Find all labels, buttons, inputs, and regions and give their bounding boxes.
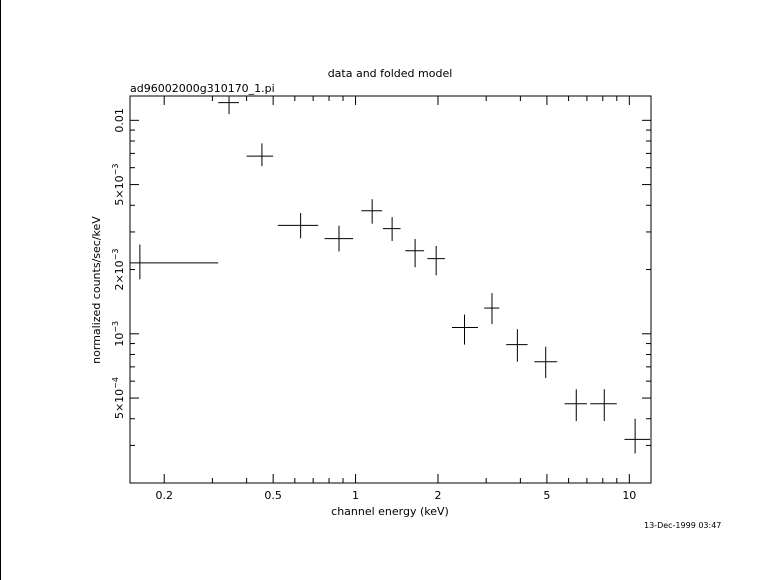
data-point bbox=[484, 293, 500, 325]
x-axis-label: channel energy (keV) bbox=[331, 505, 449, 518]
plot-frame bbox=[129, 95, 652, 484]
y-tick-exponent: −3 bbox=[111, 321, 120, 333]
y-tick-label: 2×10−3 bbox=[111, 249, 126, 291]
data-point bbox=[590, 389, 617, 422]
data-point bbox=[451, 314, 478, 345]
data-point bbox=[534, 346, 558, 379]
data-point bbox=[361, 199, 383, 224]
y-tick-label: 0.01 bbox=[113, 108, 126, 133]
x-tick-label: 0.2 bbox=[155, 489, 173, 502]
x-tick-label: 10 bbox=[622, 489, 636, 502]
chart-subtitle: ad96002000g310170_1.pi bbox=[130, 82, 275, 95]
data-point bbox=[130, 244, 219, 280]
data-point bbox=[564, 389, 587, 422]
data-point bbox=[506, 329, 528, 362]
data-point bbox=[246, 143, 274, 167]
y-tick-label: 5×10−4 bbox=[111, 377, 126, 419]
x-axis-ticks: 0.2 0.5 1 2 5 10 bbox=[155, 96, 636, 502]
y-tick-label: 10−3 bbox=[111, 321, 126, 347]
x-tick-label: 1 bbox=[352, 489, 359, 502]
x-tick-label: 0.5 bbox=[264, 489, 282, 502]
chart-title: data and folded model bbox=[328, 67, 453, 80]
data-point bbox=[427, 245, 445, 276]
data-point bbox=[383, 217, 401, 242]
x-tick-label: 2 bbox=[434, 489, 441, 502]
window-edge bbox=[0, 0, 1, 580]
y-tick-exponent: −4 bbox=[111, 377, 120, 389]
x-tick-label: 5 bbox=[543, 489, 550, 502]
data-point bbox=[324, 225, 354, 252]
data-point bbox=[405, 239, 425, 268]
data-point bbox=[624, 418, 651, 454]
y-axis-label: normalized counts/sec/keV bbox=[90, 216, 103, 364]
y-axis-ticks: 0.01 5×10−3 2×10−3 10−3 5×10−4 bbox=[111, 108, 651, 484]
y-tick-label: 5×10−3 bbox=[111, 164, 126, 206]
timestamp: 13-Dec-1999 03:47 bbox=[644, 521, 721, 530]
y-tick-exponent: −3 bbox=[111, 249, 120, 261]
data-point bbox=[277, 213, 319, 239]
data-point bbox=[218, 96, 239, 115]
y-tick-exponent: −3 bbox=[111, 164, 120, 176]
data-points bbox=[130, 96, 651, 454]
